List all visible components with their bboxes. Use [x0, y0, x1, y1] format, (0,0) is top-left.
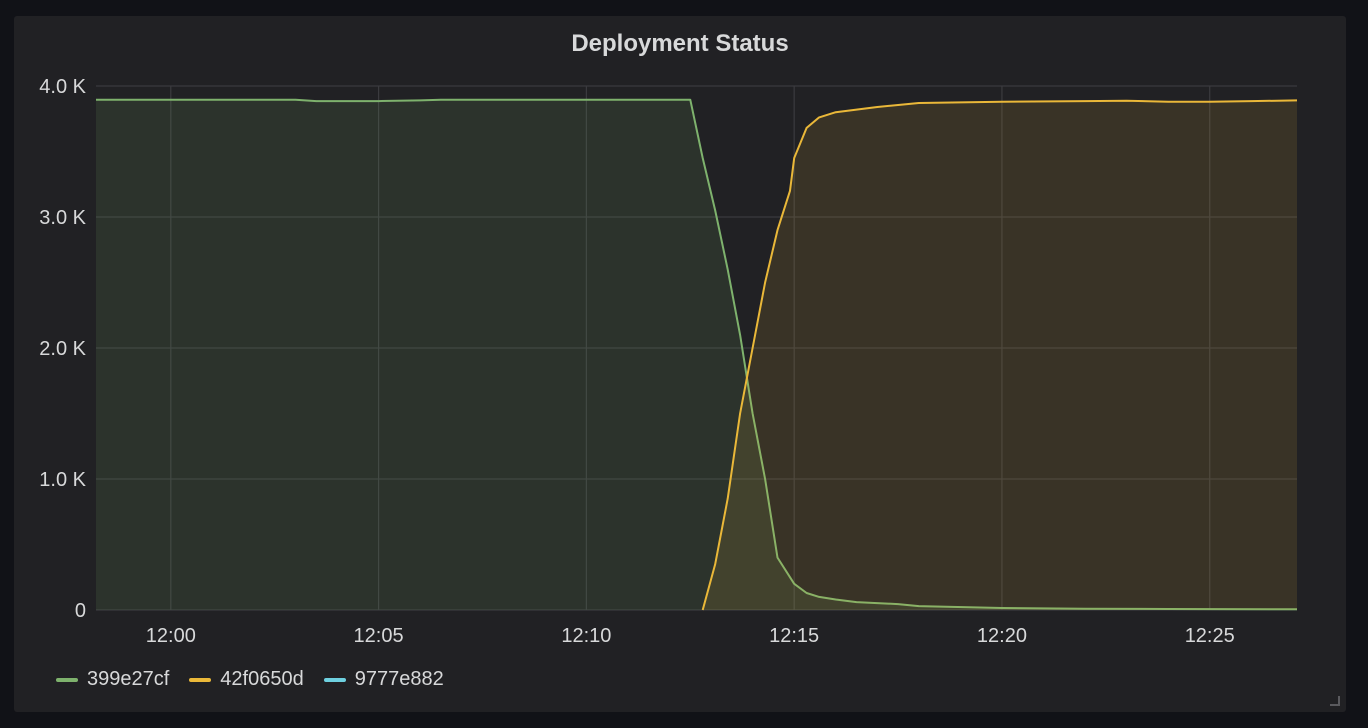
- x-tick-label: 12:20: [977, 625, 1027, 647]
- legend: 399e27cf 42f0650d 9777e882: [56, 668, 444, 691]
- x-tick-label: 12:15: [769, 625, 819, 647]
- legend-swatch-icon: [56, 677, 78, 682]
- y-tick-label: 4.0 K: [39, 76, 86, 98]
- series-line-42f0650d: [701, 99, 1298, 611]
- x-tick-label: 12:00: [146, 625, 196, 647]
- y-tick-label: 0: [75, 600, 86, 622]
- graph-panel: Deployment Status 0 1.0 K 2.0 K 3.0 K 4.0 K 1…: [14, 16, 1346, 712]
- series-area-42f0650d: [702, 100, 1297, 611]
- legend-item-9777e882[interactable]: 9777e882: [323, 668, 444, 691]
- legend-label: 399e27cf: [87, 668, 170, 690]
- x-tick-label: 12:25: [1185, 625, 1235, 647]
- panel-title[interactable]: Deployment Status: [571, 30, 789, 57]
- legend-item-42f0650d[interactable]: 42f0650d: [189, 668, 304, 691]
- y-tick-label: 3.0 K: [39, 207, 86, 229]
- y-tick-label: 1.0 K: [39, 469, 86, 491]
- legend-item-399e27cf[interactable]: 399e27cf: [56, 668, 169, 691]
- legend-label: 9777e882: [354, 668, 444, 690]
- x-tick-label: 12:05: [354, 625, 404, 647]
- legend-swatch-icon: [189, 677, 212, 682]
- series-line-399e27cf: [96, 98, 1298, 611]
- x-tick-label: 12:10: [561, 625, 611, 647]
- legend-label: 42f0650d: [220, 668, 304, 690]
- legend-swatch-icon: [323, 677, 346, 682]
- y-tick-label: 2.0 K: [39, 338, 86, 360]
- series-area-399e27cf: [96, 99, 1297, 611]
- resize-handle-icon[interactable]: [1330, 696, 1340, 706]
- chart-area: 0 1.0 K 2.0 K 3.0 K 4.0 K 12:00 12:05 12:10 12:1…: [39, 76, 1298, 647]
